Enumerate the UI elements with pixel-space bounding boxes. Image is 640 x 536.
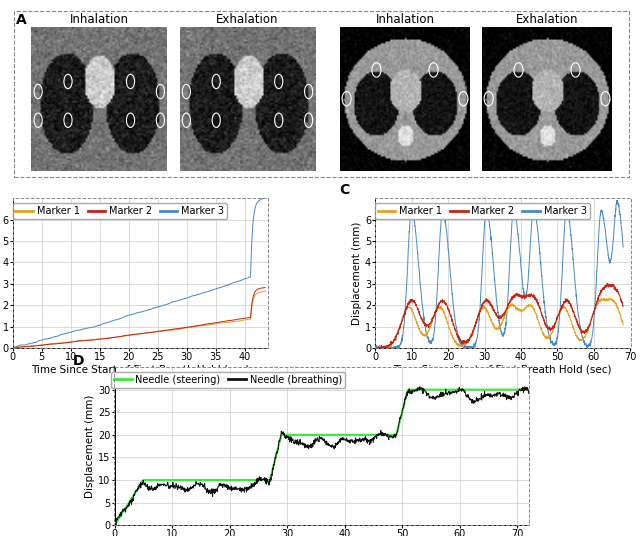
Text: D: D <box>73 354 84 368</box>
Y-axis label: Displacement (mm): Displacement (mm) <box>85 394 95 498</box>
Legend: Marker 1, Marker 2, Marker 3: Marker 1, Marker 2, Marker 3 <box>13 203 227 219</box>
Text: Inhalation: Inhalation <box>70 13 129 26</box>
X-axis label: Time Since Start of First Breath Hold (sec): Time Since Start of First Breath Hold (s… <box>394 365 612 375</box>
Text: Exhalation: Exhalation <box>516 13 579 26</box>
FancyBboxPatch shape <box>482 27 612 170</box>
Text: Exhalation: Exhalation <box>216 13 279 26</box>
FancyBboxPatch shape <box>340 27 470 170</box>
Text: Inhalation: Inhalation <box>376 13 435 26</box>
Text: C: C <box>339 183 349 197</box>
X-axis label: Time Since Start of First Breath Hold (sec): Time Since Start of First Breath Hold (s… <box>31 365 250 375</box>
Y-axis label: Displacement (mm): Displacement (mm) <box>352 221 362 325</box>
Text: A: A <box>16 13 27 27</box>
Legend: Needle (steering), Needle (breathing): Needle (steering), Needle (breathing) <box>111 372 345 388</box>
Legend: Marker 1, Marker 2, Marker 3: Marker 1, Marker 2, Marker 3 <box>375 203 589 219</box>
